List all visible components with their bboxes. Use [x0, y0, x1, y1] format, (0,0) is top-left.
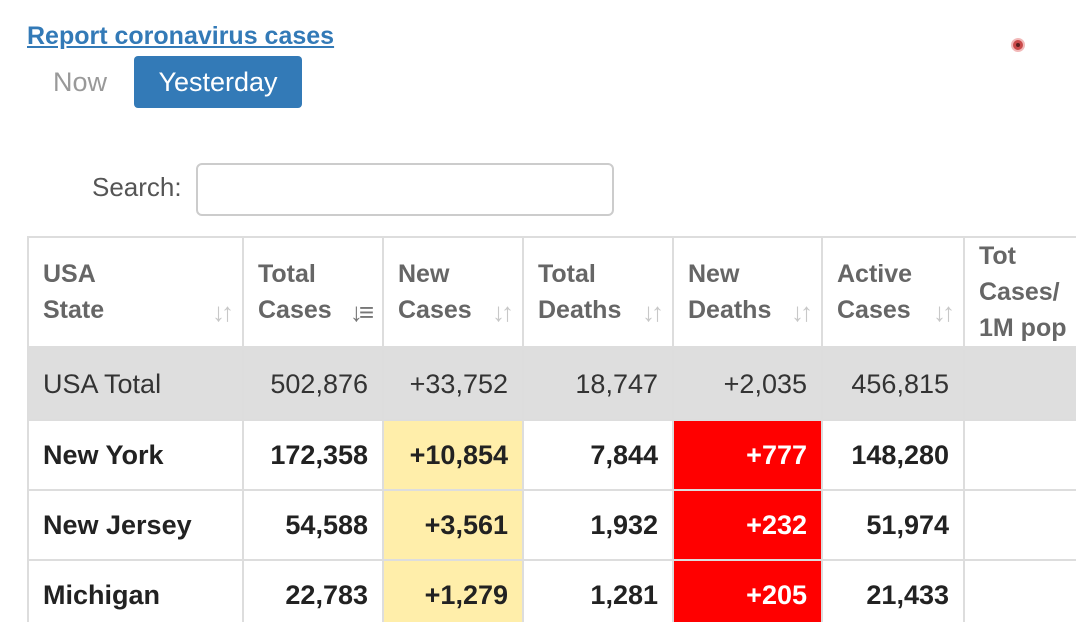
sort-arrows-icon[interactable]: ↓↑	[212, 297, 234, 327]
cell-total-cases: 22,783	[242, 559, 384, 622]
col-header-state[interactable]: USA State ↓↑	[27, 236, 244, 350]
cell-active-cases: 456,815	[821, 347, 965, 421]
table-row: Michigan 22,783 +1,279 1,281 +205 21,433…	[27, 559, 1076, 622]
cell-tot-cases-1m: 8	[963, 419, 1076, 491]
sort-arrows-icon[interactable]: ↓↑	[933, 297, 955, 327]
cell-state: USA Total	[27, 347, 244, 421]
col-header-text: State	[43, 296, 105, 324]
cell-new-cases: +33,752	[382, 347, 524, 421]
cell-active-cases: 21,433	[821, 559, 965, 622]
col-header-total-cases[interactable]: Total Cases ↓≡	[242, 236, 384, 350]
cell-state[interactable]: New Jersey	[27, 489, 244, 561]
cell-new-cases: +3,561	[382, 489, 524, 561]
col-header-text: Active	[837, 260, 913, 288]
cell-tot-cases-1m: 2	[963, 559, 1076, 622]
col-header-text: 1M pop	[979, 314, 1067, 342]
cell-state[interactable]: Michigan	[27, 559, 244, 622]
cell-total-deaths: 18,747	[522, 347, 674, 421]
col-header-text: Deaths	[538, 296, 622, 324]
search-label: Search:	[92, 172, 182, 202]
col-header-active-cases[interactable]: Active Cases ↓↑	[821, 236, 965, 350]
cell-active-cases: 148,280	[821, 419, 965, 491]
col-header-text: Cases	[837, 296, 911, 324]
cases-table-container: USA State ↓↑ Total Cases ↓≡ New Cases ↓↑…	[27, 236, 1076, 622]
cases-table: USA State ↓↑ Total Cases ↓≡ New Cases ↓↑…	[27, 236, 1076, 622]
cell-total-deaths: 1,932	[522, 489, 674, 561]
col-header-text: Tot Cases/	[979, 242, 1060, 306]
col-header-text: Cases	[398, 296, 472, 324]
cell-active-cases: 51,974	[821, 489, 965, 561]
sort-arrows-icon[interactable]: ↓↑	[642, 297, 664, 327]
cell-total-cases: 54,588	[242, 489, 384, 561]
sort-desc-icon[interactable]: ↓≡	[349, 297, 374, 327]
cell-new-deaths: +232	[672, 489, 823, 561]
col-header-text: New	[688, 260, 740, 288]
radio-dot-icon[interactable]	[1011, 38, 1025, 52]
cell-new-deaths: +2,035	[672, 347, 823, 421]
cell-total-deaths: 1,281	[522, 559, 674, 622]
col-header-text: New	[398, 260, 450, 288]
cell-new-deaths: +205	[672, 559, 823, 622]
col-header-text: Total	[258, 260, 316, 288]
cell-new-deaths: +777	[672, 419, 823, 491]
time-tabs: Now Yesterday	[32, 56, 302, 108]
col-header-text: Total	[538, 260, 596, 288]
sort-arrows-icon[interactable]: ↓↑	[791, 297, 813, 327]
cell-total-deaths: 7,844	[522, 419, 674, 491]
col-header-new-deaths[interactable]: New Deaths ↓↑	[672, 236, 823, 350]
cell-tot-cases-1m: 6	[963, 489, 1076, 561]
cell-new-cases: +1,279	[382, 559, 524, 622]
col-header-tot-cases-1m[interactable]: Tot Cases/ 1M pop	[963, 236, 1076, 350]
cell-tot-cases-1m: 1	[963, 347, 1076, 421]
table-row-total: USA Total 502,876 +33,752 18,747 +2,035 …	[27, 347, 1076, 421]
table-row: New York 172,358 +10,854 7,844 +777 148,…	[27, 419, 1076, 491]
col-header-text: Cases	[258, 296, 332, 324]
cell-total-cases: 502,876	[242, 347, 384, 421]
col-header-total-deaths[interactable]: Total Deaths ↓↑	[522, 236, 674, 350]
cell-state[interactable]: New York	[27, 419, 244, 491]
report-cases-link[interactable]: Report coronavirus cases	[27, 22, 335, 50]
table-header-row: USA State ↓↑ Total Cases ↓≡ New Cases ↓↑…	[27, 236, 1076, 350]
table-row: New Jersey 54,588 +3,561 1,932 +232 51,9…	[27, 489, 1076, 561]
cell-total-cases: 172,358	[242, 419, 384, 491]
search-input[interactable]	[196, 163, 614, 216]
tab-now[interactable]: Now	[53, 67, 108, 97]
col-header-new-cases[interactable]: New Cases ↓↑	[382, 236, 524, 350]
cell-new-cases: +10,854	[382, 419, 524, 491]
sort-arrows-icon[interactable]: ↓↑	[492, 297, 514, 327]
tab-yesterday[interactable]: Yesterday	[134, 56, 302, 108]
col-header-text: Deaths	[688, 296, 772, 324]
col-header-text: USA	[43, 260, 96, 288]
